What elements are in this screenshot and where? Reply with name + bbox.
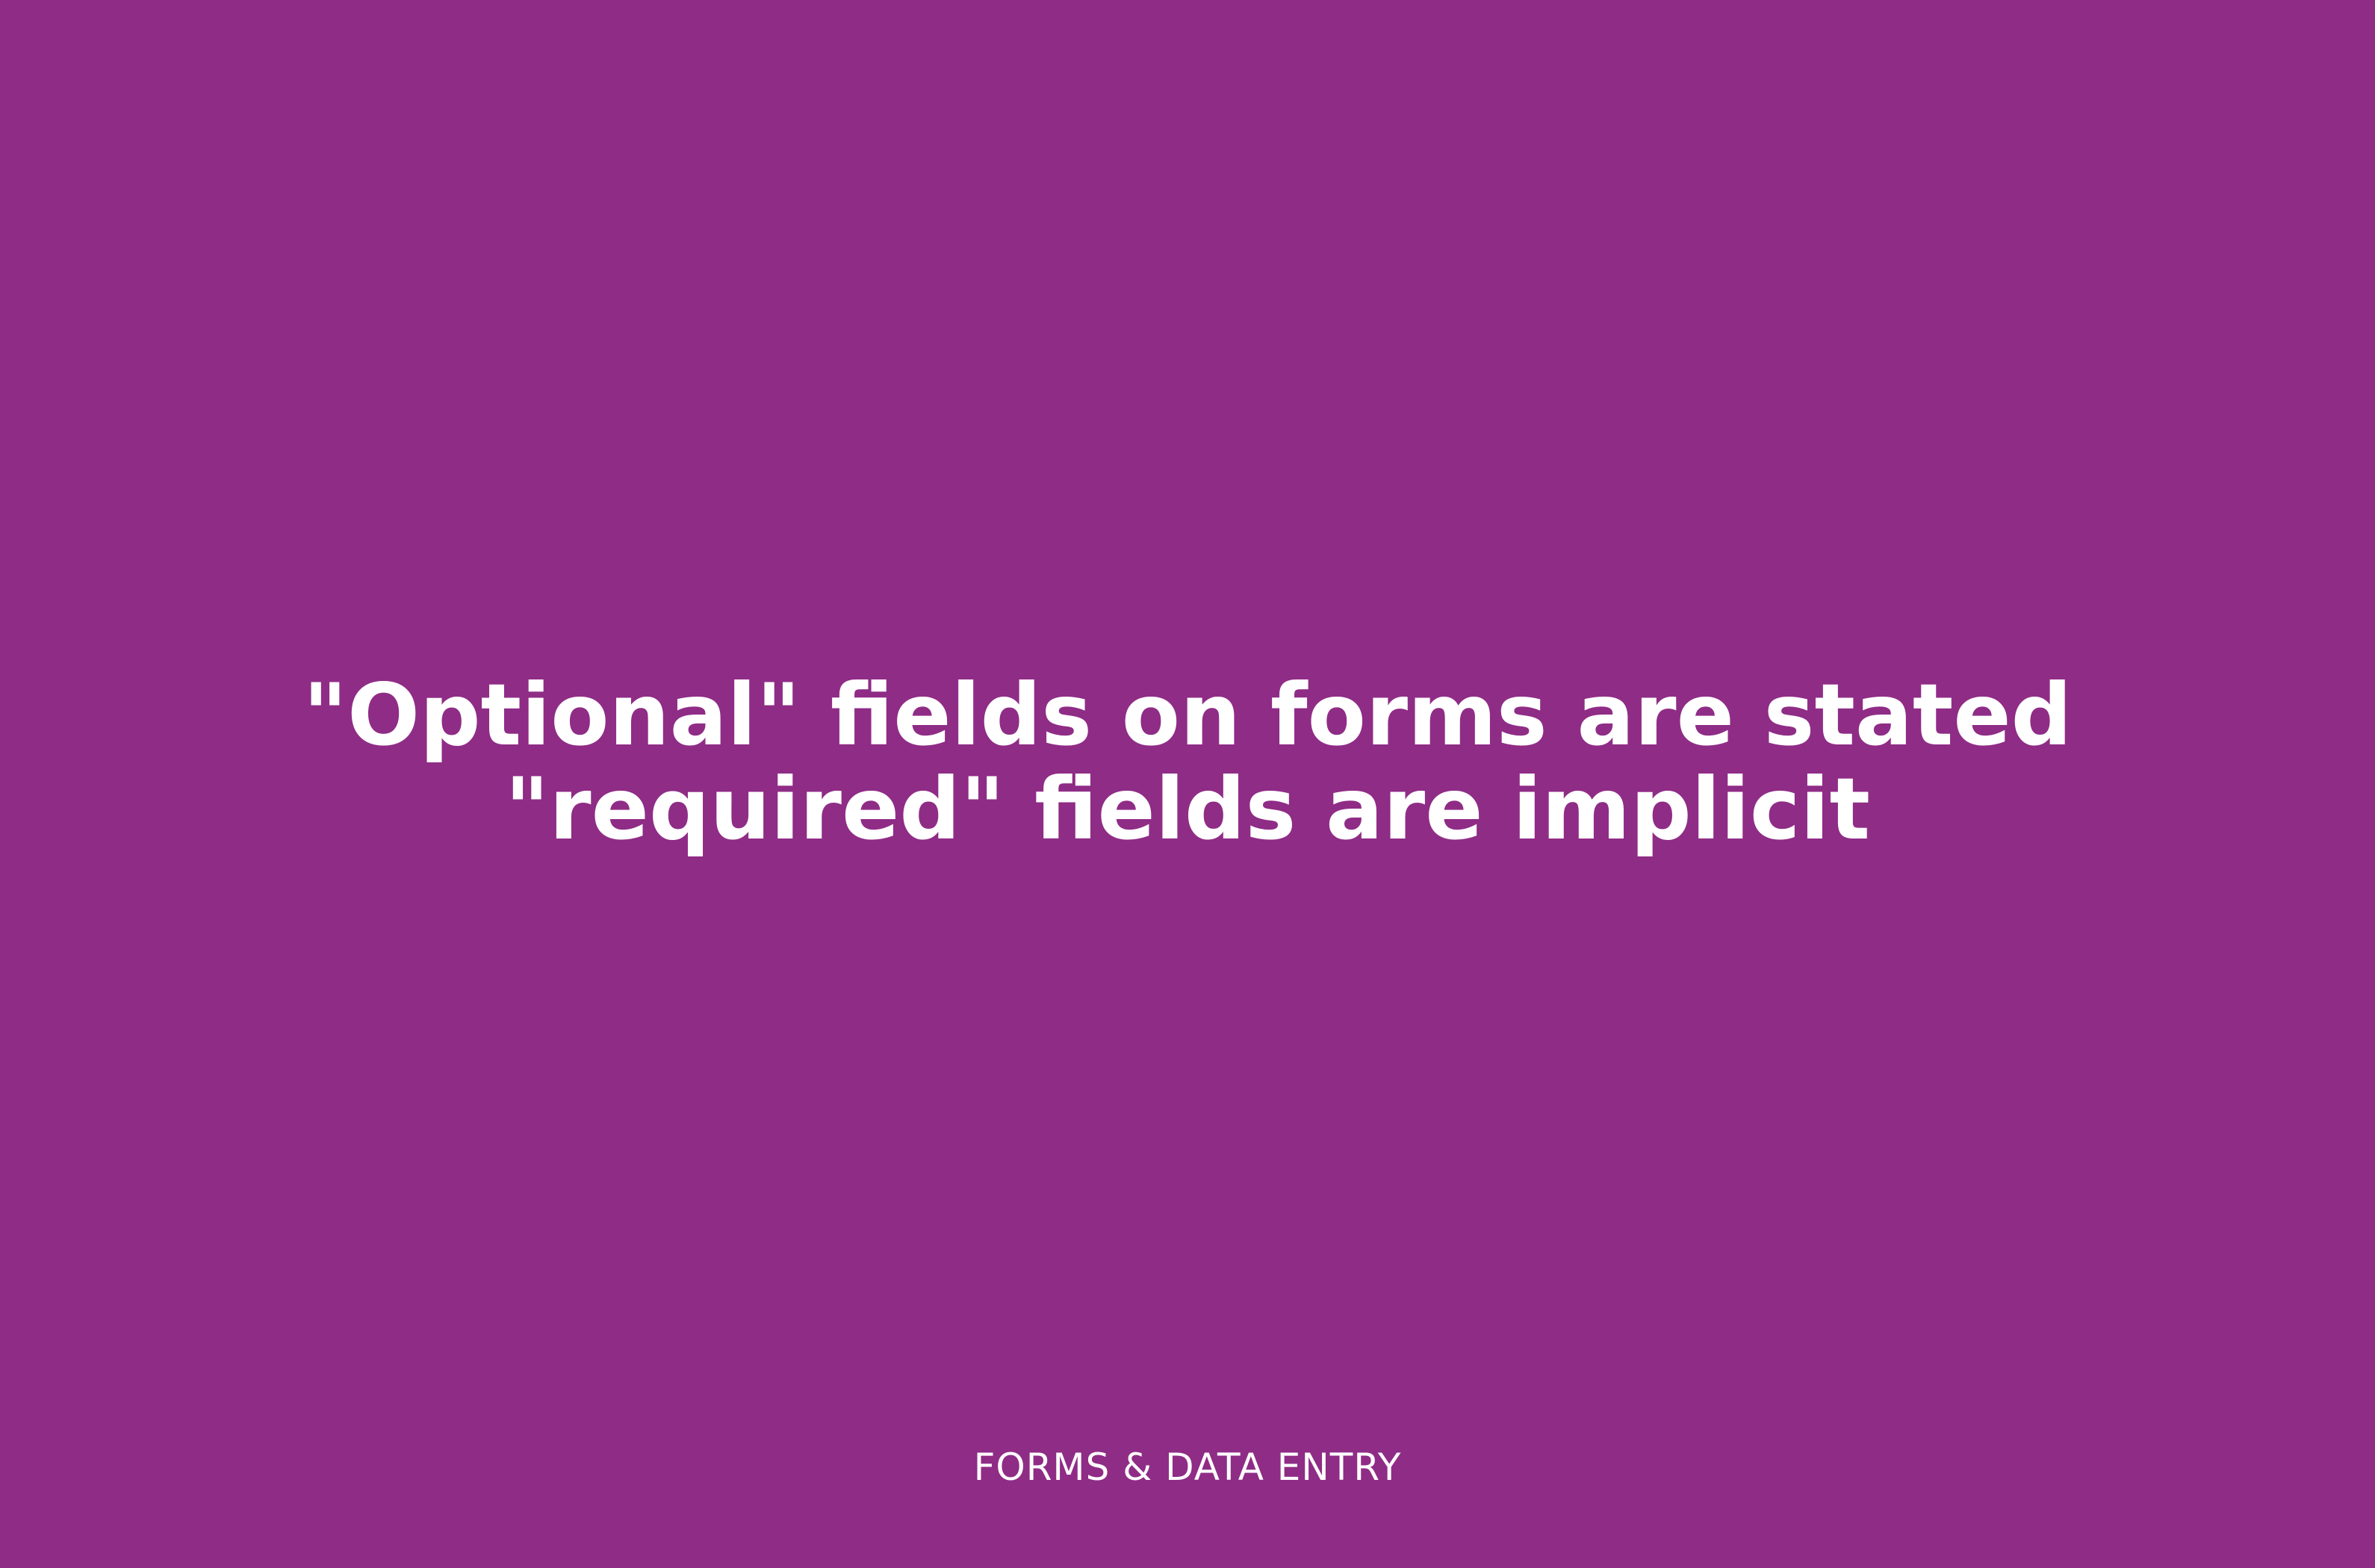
- headline-line-2: "required" fields are implicit: [505, 759, 1870, 859]
- category-label: FORMS & DATA ENTRY: [973, 1446, 1402, 1489]
- headline-line-1: "Optional" fields on forms are stated: [302, 665, 2073, 765]
- headline: "Optional" fields on forms are stated "r…: [0, 668, 2375, 856]
